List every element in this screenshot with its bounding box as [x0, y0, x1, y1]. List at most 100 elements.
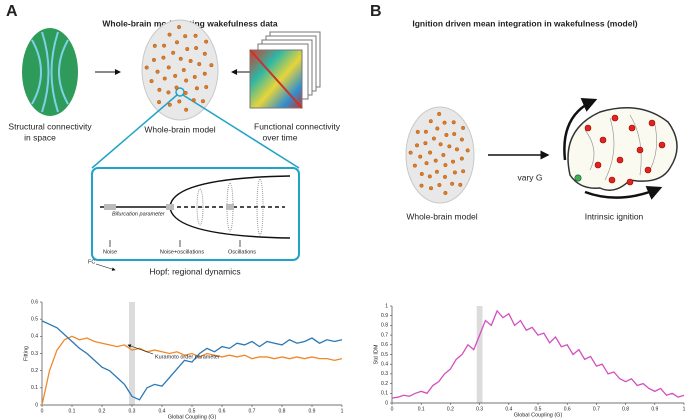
x-tick-label: 0 — [41, 408, 44, 414]
x-axis-label: Global Coupling (G) — [514, 412, 563, 418]
y-tick-label: 0.5 — [381, 352, 388, 358]
x-tick-label: 0.7 — [249, 408, 256, 414]
brain-node — [162, 76, 167, 81]
brain-node — [443, 190, 448, 195]
brain-node — [178, 56, 183, 61]
label: Whole-brain model — [406, 211, 477, 221]
x-tick-label: 0.2 — [447, 406, 454, 412]
brain-node — [202, 71, 207, 76]
brain-node — [447, 144, 452, 149]
panel-title: Ignition driven mean integration in wake… — [412, 18, 637, 28]
brain-node — [144, 65, 149, 70]
brain-node — [197, 62, 202, 67]
brain-node — [438, 142, 443, 147]
x-tick-label: 0.5 — [535, 406, 542, 412]
brain-node — [415, 129, 420, 134]
y-tick-label: 0.5 — [31, 316, 38, 322]
y-tick-label: 0.9 — [381, 313, 388, 319]
brain-node — [433, 158, 438, 163]
brain-node — [423, 141, 428, 146]
arrow — [584, 185, 663, 200]
line-series — [391, 309, 685, 399]
y-tick-label: 0.3 — [31, 351, 38, 357]
y-tick-label: 0.8 — [381, 323, 388, 329]
brain-node — [184, 107, 189, 112]
brain-node — [418, 154, 423, 159]
brain-node — [423, 129, 428, 134]
y-tick-label: 1 — [385, 303, 388, 309]
brain-node — [428, 150, 433, 155]
brain-node — [419, 171, 424, 176]
label: Hopf: regional dynamics — [149, 266, 240, 276]
regime-label: Noise — [103, 249, 117, 255]
x-tick-label: 0.1 — [418, 406, 425, 412]
series-label: FC — [88, 259, 95, 265]
y-tick-label: 0.2 — [381, 381, 388, 387]
brain-node — [167, 102, 172, 107]
brain-node — [454, 147, 459, 152]
brain-node — [443, 163, 448, 168]
brain-node — [450, 181, 455, 186]
brain-node — [167, 32, 172, 37]
x-tick-label: 0.7 — [593, 406, 600, 412]
brain-node — [444, 132, 449, 137]
brain-node — [451, 120, 456, 125]
brain-node — [204, 39, 209, 44]
arrow — [563, 98, 598, 161]
brain-node — [437, 111, 442, 116]
axis-note: Bifurcation parameter — [112, 211, 166, 217]
x-tick-label: 0.2 — [99, 408, 106, 414]
brain-node — [209, 63, 214, 68]
brain-node — [183, 34, 188, 39]
series-label: Kuramoto order parameter — [155, 354, 220, 360]
brain-node — [149, 79, 154, 84]
y-tick-label: 0.6 — [31, 299, 38, 305]
brain-node — [152, 43, 157, 48]
highlight-band — [476, 306, 483, 403]
brain-node — [191, 98, 196, 103]
brain-node — [157, 100, 162, 105]
brain-node — [194, 46, 199, 51]
brain-node — [193, 33, 198, 38]
regime-label: Noise+oscillations — [160, 249, 204, 255]
x-tick-label: 0.9 — [651, 406, 658, 412]
regime-label: Oscillations — [228, 249, 256, 255]
x-tick-label: 0 — [391, 406, 394, 412]
line-series — [41, 320, 343, 401]
brain-node — [177, 25, 182, 30]
brain-node — [415, 143, 420, 148]
y-axis-label: Fitting — [23, 346, 29, 361]
label: vary G — [517, 172, 542, 182]
x-tick-label: 0.3 — [129, 408, 136, 414]
label: Functional connectivity — [254, 121, 341, 131]
label: Structural connectivity — [8, 121, 92, 131]
brain-node — [459, 156, 464, 161]
x-tick-label: 0.6 — [564, 406, 571, 412]
brain-node — [451, 159, 456, 164]
brain-node — [177, 99, 182, 104]
brain-node — [452, 132, 457, 137]
y-tick-label: 0.4 — [381, 362, 388, 368]
label-arrow — [127, 344, 154, 355]
x-tick-label: 1 — [683, 406, 686, 412]
brain-node — [155, 69, 160, 74]
brain-node — [431, 136, 436, 141]
brain-node — [442, 174, 447, 179]
side-brain — [567, 107, 678, 191]
brain-node — [452, 170, 457, 175]
brain-node — [458, 182, 463, 187]
panel-label: A — [6, 3, 18, 20]
y-tick-label: 0 — [35, 402, 38, 408]
brain-node — [185, 47, 190, 52]
x-tick-label: 0.8 — [622, 406, 629, 412]
brain-node — [184, 78, 189, 83]
brain-node — [151, 57, 156, 62]
zoom-lines — [91, 94, 300, 169]
brain-node — [435, 126, 440, 131]
brain-node — [442, 120, 447, 125]
x-tick-label: 0.3 — [476, 406, 483, 412]
brain-node — [428, 186, 433, 191]
fibers — [31, 31, 69, 113]
brain-node — [428, 119, 433, 124]
